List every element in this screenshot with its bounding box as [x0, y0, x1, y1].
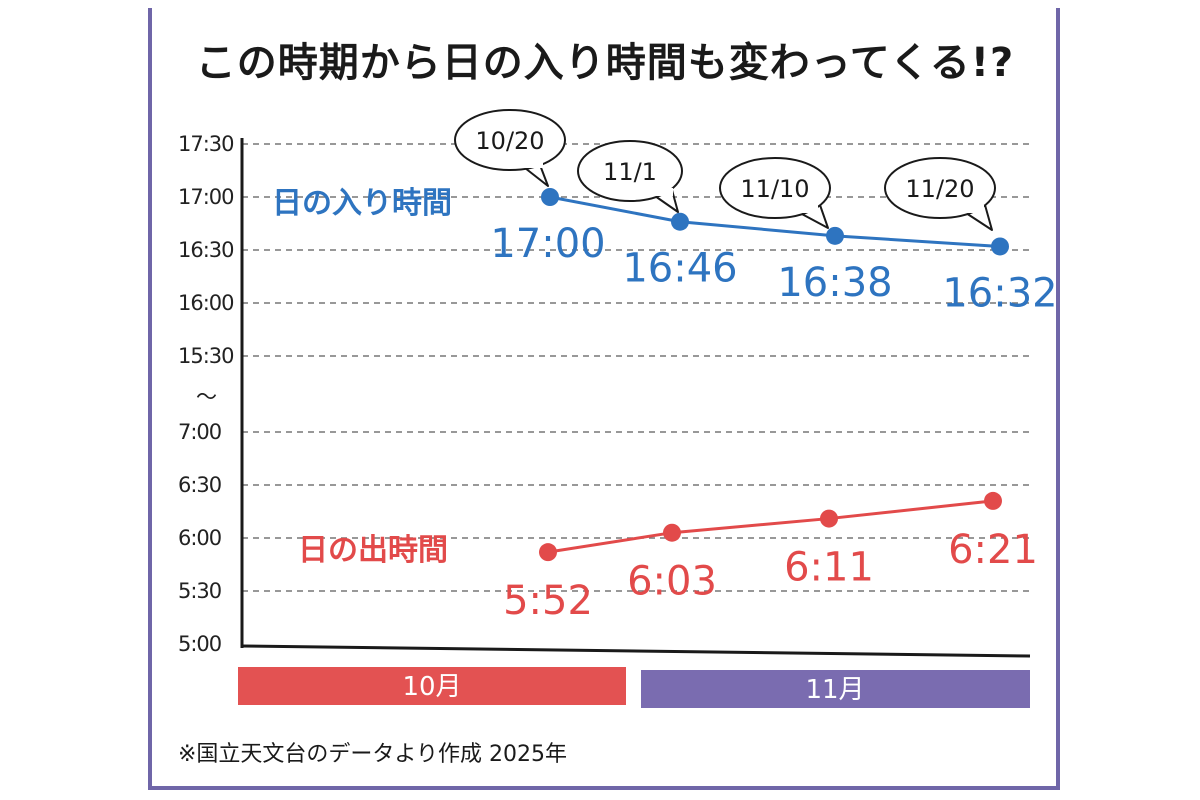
y-tick-label: 17:30	[178, 132, 234, 156]
axis-break-mark: 〜	[196, 385, 217, 409]
sunset-data-point	[541, 188, 559, 206]
sunrise-series-label: 日の出時間	[298, 533, 448, 568]
date-bubble	[577, 140, 683, 202]
y-tick-label: 7:00	[178, 420, 221, 444]
y-tick-label: 16:00	[178, 291, 234, 315]
date-bubble-joint	[521, 160, 543, 168]
sunrise-data-point	[539, 543, 557, 562]
date-bubble	[884, 157, 996, 219]
sunrise-data-point	[984, 491, 1002, 510]
y-tick-label: 15:30	[178, 344, 234, 368]
date-label: 10/20	[475, 127, 544, 155]
date-bubble-joint	[962, 205, 984, 213]
y-tick-label: 5:00	[178, 632, 221, 656]
sunset-data-point	[991, 237, 1009, 256]
sunrise-series-line	[547, 499, 994, 554]
sunrise-value-label: 6:11	[784, 545, 874, 591]
y-tick-label: 17:00	[178, 185, 234, 209]
sunset-value-label: 17:00	[490, 221, 605, 267]
sunrise-value-label: 6:21	[948, 527, 1038, 573]
footnote: ※国立天文台のデータより作成 2025年	[178, 742, 567, 767]
sunrise-value-label: 6:03	[627, 559, 717, 605]
sunset-series-label: 日の入り時間	[272, 186, 452, 221]
x-axis	[241, 644, 1031, 658]
date-label: 11/1	[603, 158, 657, 186]
sunrise-data-point	[663, 523, 681, 542]
date-bubble	[719, 157, 831, 219]
month-label-october: 10月	[402, 672, 461, 702]
sunset-value-label: 16:32	[942, 270, 1057, 316]
date-bubble-joint	[796, 205, 818, 213]
sunset-series-line	[549, 195, 1001, 248]
y-tick-label: 6:00	[178, 526, 221, 550]
sunrise-value-label: 5:52	[503, 578, 593, 624]
sunrise-data-point	[820, 509, 838, 528]
sunset-value-label: 16:38	[777, 260, 892, 306]
date-bubble	[454, 109, 566, 171]
sunset-data-point	[671, 212, 689, 231]
month-label-november: 11月	[805, 675, 864, 705]
month-bar-october	[238, 667, 626, 705]
chart-frame	[148, 8, 1060, 790]
y-tick-label: 6:30	[178, 473, 221, 497]
date-label: 11/20	[905, 175, 974, 203]
page-title: この時期から日の入り時間も変わってくる!?	[195, 40, 1015, 86]
date-label: 11/10	[740, 175, 809, 203]
month-bar-november	[641, 670, 1030, 708]
sunset-data-point	[826, 226, 844, 245]
y-tick-label: 5:30	[178, 579, 221, 603]
date-bubble-joint	[651, 188, 673, 196]
y-tick-label: 16:30	[178, 238, 234, 262]
sunset-value-label: 16:46	[622, 246, 737, 292]
